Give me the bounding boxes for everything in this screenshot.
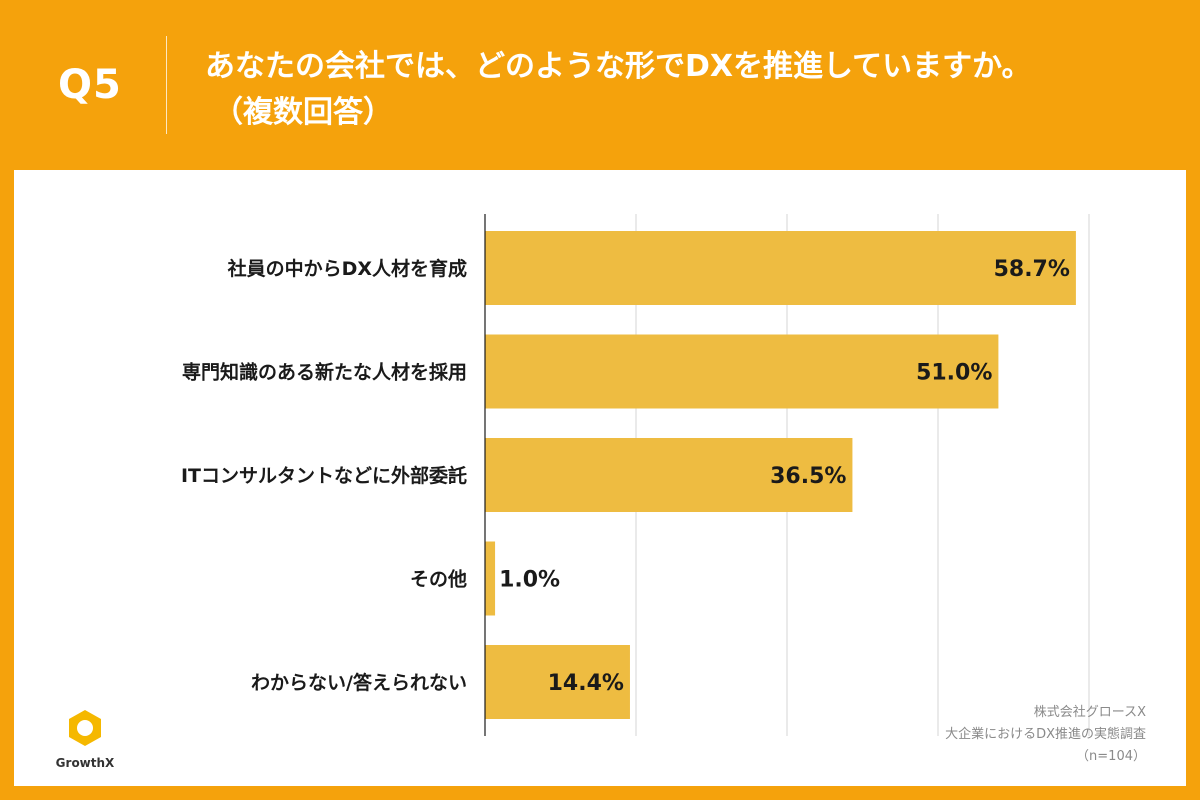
category-label-3: ITコンサルタントなどに外部委託	[181, 464, 467, 487]
value-label-2: 51.0%	[916, 361, 992, 386]
question-title-line2: （複数回答）	[213, 95, 393, 130]
bar-4	[485, 541, 496, 616]
value-label-5: 14.4%	[548, 671, 624, 696]
question-number: Q5	[58, 62, 122, 108]
source-survey: 大企業におけるDX推進の実態調査	[945, 727, 1146, 742]
header-divider	[166, 36, 167, 134]
source-company: 株式会社グロースX	[1033, 705, 1146, 720]
value-label-1: 58.7%	[994, 257, 1070, 282]
category-label-2: 専門知識のある新たな人材を採用	[182, 361, 467, 384]
growthx-logo: GrowthX	[40, 708, 130, 770]
sample-size: （n=104）	[1076, 749, 1146, 764]
bar-chart: 58.7% 社員の中からDX人材を育成 51.0% 専門知識のある新たな人材を採用 36…	[181, 214, 1090, 736]
question-title-line1: あなたの会社では、どのような形でDXを推進していますか。	[205, 49, 1032, 84]
category-label-1: 社員の中からDX人材を育成	[227, 257, 467, 280]
category-label-5: わからない/答えられない	[251, 671, 467, 694]
logo-brand-name: GrowthX	[55, 756, 115, 770]
bar-3	[485, 438, 853, 512]
hexagon-ring-icon	[69, 710, 101, 746]
value-label-3: 36.5%	[770, 464, 846, 489]
bar-5	[485, 645, 630, 719]
question-title: あなたの会社では、どのような形でDXを推進していますか。 （複数回答）	[205, 44, 1175, 136]
chart-panel: 58.7% 社員の中からDX人材を育成 51.0% 専門知識のある新たな人材を採用 36…	[14, 170, 1186, 786]
source-note: 株式会社グロースX 大企業におけるDX推進の実態調査 （n=104）	[945, 702, 1146, 768]
bar-1	[485, 231, 1076, 305]
category-label-4: その他	[410, 568, 467, 591]
bar-2	[485, 334, 999, 409]
value-label-4: 1.0%	[499, 568, 560, 593]
